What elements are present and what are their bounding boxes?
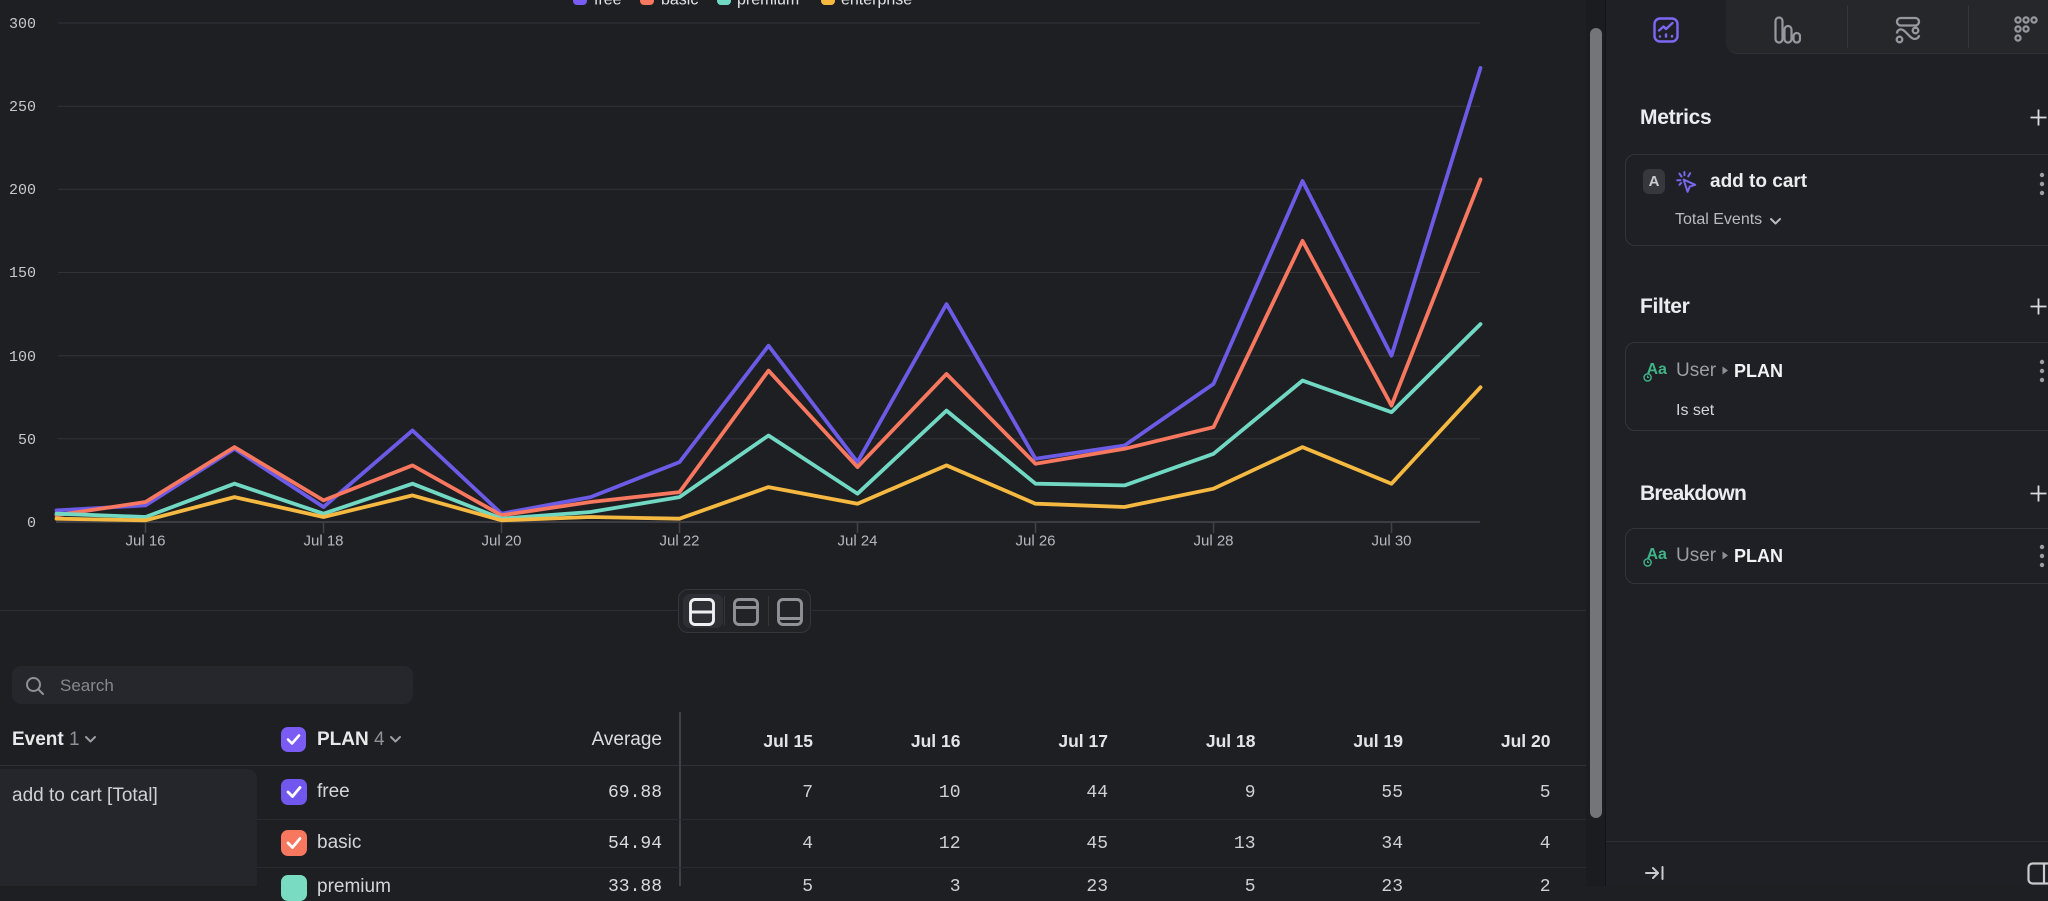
svg-text:Aa: Aa bbox=[1647, 361, 1668, 378]
svg-text:Jul 22: Jul 22 bbox=[659, 533, 699, 550]
svg-text:free: free bbox=[594, 0, 622, 9]
svg-text:Jul 26: Jul 26 bbox=[1015, 533, 1055, 550]
svg-text:250: 250 bbox=[9, 99, 36, 116]
svg-text:Jul 30: Jul 30 bbox=[1371, 533, 1411, 550]
svg-text:Jul 24: Jul 24 bbox=[837, 533, 877, 550]
svg-text:Jul 18: Jul 18 bbox=[303, 533, 343, 550]
svg-text:premium: premium bbox=[737, 0, 799, 9]
svg-text:150: 150 bbox=[9, 265, 36, 282]
svg-text:Aa: Aa bbox=[1647, 546, 1668, 563]
svg-text:enterprise: enterprise bbox=[841, 0, 912, 9]
svg-text:Jul 20: Jul 20 bbox=[481, 533, 521, 550]
svg-text:100: 100 bbox=[9, 349, 36, 366]
svg-text:200: 200 bbox=[9, 182, 36, 199]
svg-text:0: 0 bbox=[27, 515, 36, 532]
svg-text:basic: basic bbox=[661, 0, 698, 9]
svg-text:Jul 16: Jul 16 bbox=[125, 533, 165, 550]
svg-text:50: 50 bbox=[18, 432, 36, 449]
svg-text:300: 300 bbox=[9, 16, 36, 33]
svg-text:Jul 28: Jul 28 bbox=[1193, 533, 1233, 550]
